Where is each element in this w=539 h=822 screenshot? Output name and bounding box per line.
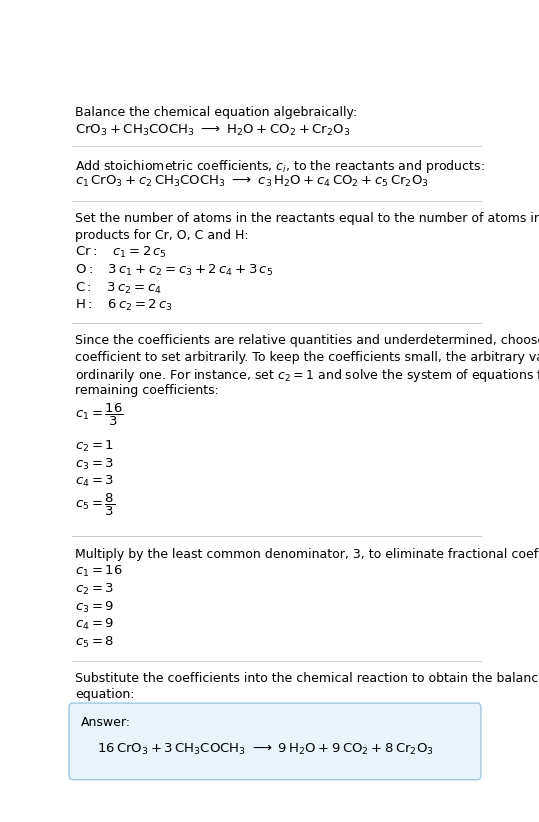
Text: Since the coefficients are relative quantities and underdetermined, choose a: Since the coefficients are relative quan…	[75, 335, 539, 347]
Text: products for Cr, O, C and H:: products for Cr, O, C and H:	[75, 229, 248, 242]
Text: $c_5 = 8$: $c_5 = 8$	[75, 635, 114, 650]
Text: $\mathrm{H{:}}\quad 6\,c_2 = 2\,c_3$: $\mathrm{H{:}}\quad 6\,c_2 = 2\,c_3$	[75, 298, 173, 313]
Text: Add stoichiometric coefficients, $c_i$, to the reactants and products:: Add stoichiometric coefficients, $c_i$, …	[75, 158, 485, 174]
Text: Answer:: Answer:	[81, 716, 131, 729]
Text: Multiply by the least common denominator, 3, to eliminate fractional coefficient: Multiply by the least common denominator…	[75, 547, 539, 561]
Text: $16\,\mathrm{CrO_3} + 3\,\mathrm{CH_3COCH_3}\ \longrightarrow\ 9\,\mathrm{H_2O} : $16\,\mathrm{CrO_3} + 3\,\mathrm{CH_3COC…	[98, 742, 434, 757]
FancyBboxPatch shape	[69, 703, 481, 780]
Text: $c_1 = \dfrac{16}{3}$: $c_1 = \dfrac{16}{3}$	[75, 402, 123, 427]
Text: $c_3 = 3$: $c_3 = 3$	[75, 457, 114, 472]
Text: ordinarily one. For instance, set $c_2 = 1$ and solve the system of equations fo: ordinarily one. For instance, set $c_2 =…	[75, 367, 539, 384]
Text: $c_4 = 3$: $c_4 = 3$	[75, 474, 114, 489]
Text: coefficient to set arbitrarily. To keep the coefficients small, the arbitrary va: coefficient to set arbitrarily. To keep …	[75, 351, 539, 363]
Text: Substitute the coefficients into the chemical reaction to obtain the balanced: Substitute the coefficients into the che…	[75, 672, 539, 685]
Text: Balance the chemical equation algebraically:: Balance the chemical equation algebraica…	[75, 106, 357, 119]
Text: $c_5 = \dfrac{8}{3}$: $c_5 = \dfrac{8}{3}$	[75, 492, 115, 518]
Text: $c_1 = 16$: $c_1 = 16$	[75, 564, 123, 579]
Text: $c_4 = 9$: $c_4 = 9$	[75, 617, 114, 632]
Text: $\mathrm{C{:}}\quad 3\,c_2 = c_4$: $\mathrm{C{:}}\quad 3\,c_2 = c_4$	[75, 280, 162, 296]
Text: $c_1\,\mathrm{CrO_3} + c_2\,\mathrm{CH_3COCH_3}\ \longrightarrow\ c_3\,\mathrm{H: $c_1\,\mathrm{CrO_3} + c_2\,\mathrm{CH_3…	[75, 174, 429, 189]
Text: $c_2 = 3$: $c_2 = 3$	[75, 582, 114, 597]
Text: remaining coefficients:: remaining coefficients:	[75, 384, 219, 396]
Text: equation:: equation:	[75, 688, 134, 701]
Text: $c_2 = 1$: $c_2 = 1$	[75, 439, 114, 454]
Text: $\mathrm{CrO_3} + \mathrm{CH_3COCH_3}\ \longrightarrow\ \mathrm{H_2O} + \mathrm{: $\mathrm{CrO_3} + \mathrm{CH_3COCH_3}\ \…	[75, 122, 350, 138]
Text: Set the number of atoms in the reactants equal to the number of atoms in the: Set the number of atoms in the reactants…	[75, 212, 539, 225]
Text: $c_3 = 9$: $c_3 = 9$	[75, 599, 114, 615]
Text: $\mathrm{Cr{:}}\quad c_1 = 2\,c_5$: $\mathrm{Cr{:}}\quad c_1 = 2\,c_5$	[75, 245, 167, 261]
Text: $\mathrm{O{:}}\quad 3\,c_1 + c_2 = c_3 + 2\,c_4 + 3\,c_5$: $\mathrm{O{:}}\quad 3\,c_1 + c_2 = c_3 +…	[75, 263, 273, 278]
